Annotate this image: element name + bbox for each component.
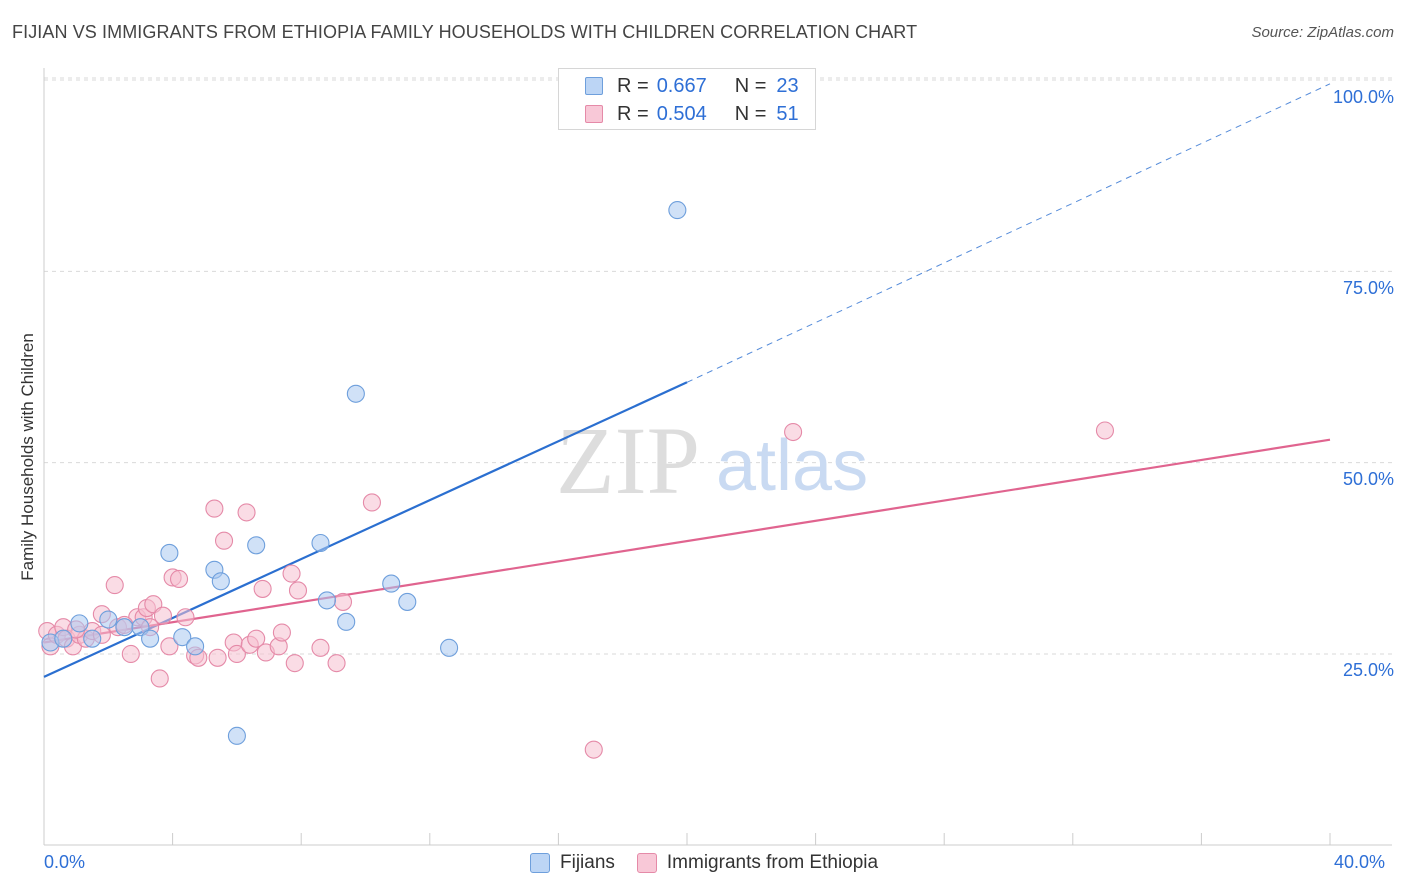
r-label: R = (617, 74, 649, 97)
legend-row-ethiopia: R = 0.504 N = 51 (585, 101, 799, 127)
point-ethiopia-38 (272, 623, 291, 642)
legend-label-ethiopia: Immigrants from Ethiopia (666, 852, 879, 873)
point-fijians-16 (337, 612, 356, 631)
legend-item-ethiopia[interactable]: Immigrants from Ethiopia (636, 852, 879, 874)
point-fijians-19 (398, 592, 417, 611)
point-ethiopia-20 (153, 606, 173, 625)
point-ethiopia-23 (169, 569, 189, 589)
trend-lines (43, 83, 1331, 678)
point-ethiopia-42 (311, 638, 330, 657)
point-ethiopia-46 (584, 740, 603, 759)
point-ethiopia-48 (1095, 421, 1114, 440)
point-fijians-3 (99, 610, 118, 629)
legend-item-fijians[interactable]: Fijians (530, 852, 615, 874)
data-points (38, 201, 1114, 759)
point-ethiopia-28 (208, 648, 227, 667)
n-value: 23 (776, 74, 799, 97)
point-fijians-8 (173, 628, 192, 647)
watermark-zip: ZIP (556, 407, 700, 514)
point-ethiopia-31 (227, 644, 246, 664)
y-tick-label-100: 100.0% (1332, 87, 1394, 107)
n-label: N = (734, 74, 767, 97)
point-ethiopia-11 (105, 576, 124, 595)
n-label: N = (734, 102, 767, 125)
point-fijians-9 (186, 637, 205, 656)
point-ethiopia-47 (784, 422, 803, 442)
point-ethiopia-13 (121, 644, 140, 664)
axes (43, 68, 1392, 846)
point-fijians-13 (247, 536, 266, 555)
legend-label-fijians: Fijians (560, 852, 615, 873)
point-ethiopia-43 (327, 654, 346, 673)
legend-swatch-fijians (530, 853, 550, 873)
point-fijians-17 (346, 384, 365, 403)
point-fijians-18 (382, 574, 401, 593)
point-ethiopia-44 (333, 592, 353, 611)
point-ethiopia-41 (288, 581, 308, 600)
point-fijians-15 (317, 591, 336, 610)
point-ethiopia-35 (253, 579, 272, 598)
legend-row-fijians: R = 0.667 N = 23 (585, 73, 799, 99)
point-ethiopia-29 (214, 531, 234, 550)
point-fijians-6 (141, 629, 160, 648)
point-ethiopia-32 (237, 503, 256, 522)
point-fijians-11 (211, 572, 230, 591)
x-tick-label-max: 40.0% (1334, 852, 1386, 872)
chart-title: FIJIAN VS IMMIGRANTS FROM ETHIOPIA FAMIL… (12, 22, 918, 42)
point-ethiopia-19 (150, 669, 169, 688)
watermark: ZIP atlas (556, 407, 868, 514)
legend-swatch-ethiopia (636, 853, 657, 873)
point-ethiopia-24 (176, 608, 195, 627)
point-fijians-12 (227, 726, 246, 745)
grid-lines (44, 77, 1392, 655)
point-fijians-20 (440, 638, 459, 657)
trend-extension-fijians (686, 83, 1331, 383)
point-ethiopia-27 (205, 499, 224, 518)
point-fijians-1 (70, 614, 89, 633)
legend-swatch-ethiopia (585, 105, 603, 123)
x-tick-label-min: 0.0% (44, 852, 86, 872)
r-label: R = (617, 102, 649, 125)
point-fijians-14 (311, 533, 330, 553)
point-ethiopia-45 (362, 493, 381, 512)
trend-line-ethiopia (43, 438, 1331, 644)
point-fijians-22 (54, 629, 73, 648)
point-fijians-4 (115, 618, 134, 637)
legend-swatch-fijians (585, 77, 603, 95)
point-fijians-7 (160, 543, 179, 563)
y-tick-label-75: 75.0% (1342, 278, 1394, 298)
point-ethiopia-34 (247, 629, 266, 648)
r-value: 0.667 (656, 74, 707, 97)
n-value: 51 (776, 102, 799, 125)
point-ethiopia-40 (285, 654, 304, 673)
series-legend: Fijians Immigrants from Ethiopia (530, 852, 900, 874)
y-tick-label-50: 50.0% (1342, 469, 1394, 489)
r-value: 0.504 (656, 102, 707, 125)
point-fijians-2 (83, 629, 102, 648)
point-ethiopia-21 (160, 637, 179, 656)
correlation-legend: R = 0.667 N = 23 R = 0.504 N = 51 (558, 68, 816, 130)
point-ethiopia-39 (282, 564, 301, 583)
point-fijians-21 (668, 201, 687, 220)
source-label: Source: ZipAtlas.com (1251, 24, 1394, 41)
y-axis-label: Family Households with Children (18, 333, 37, 581)
y-tick-label-25: 25.0% (1342, 660, 1394, 680)
